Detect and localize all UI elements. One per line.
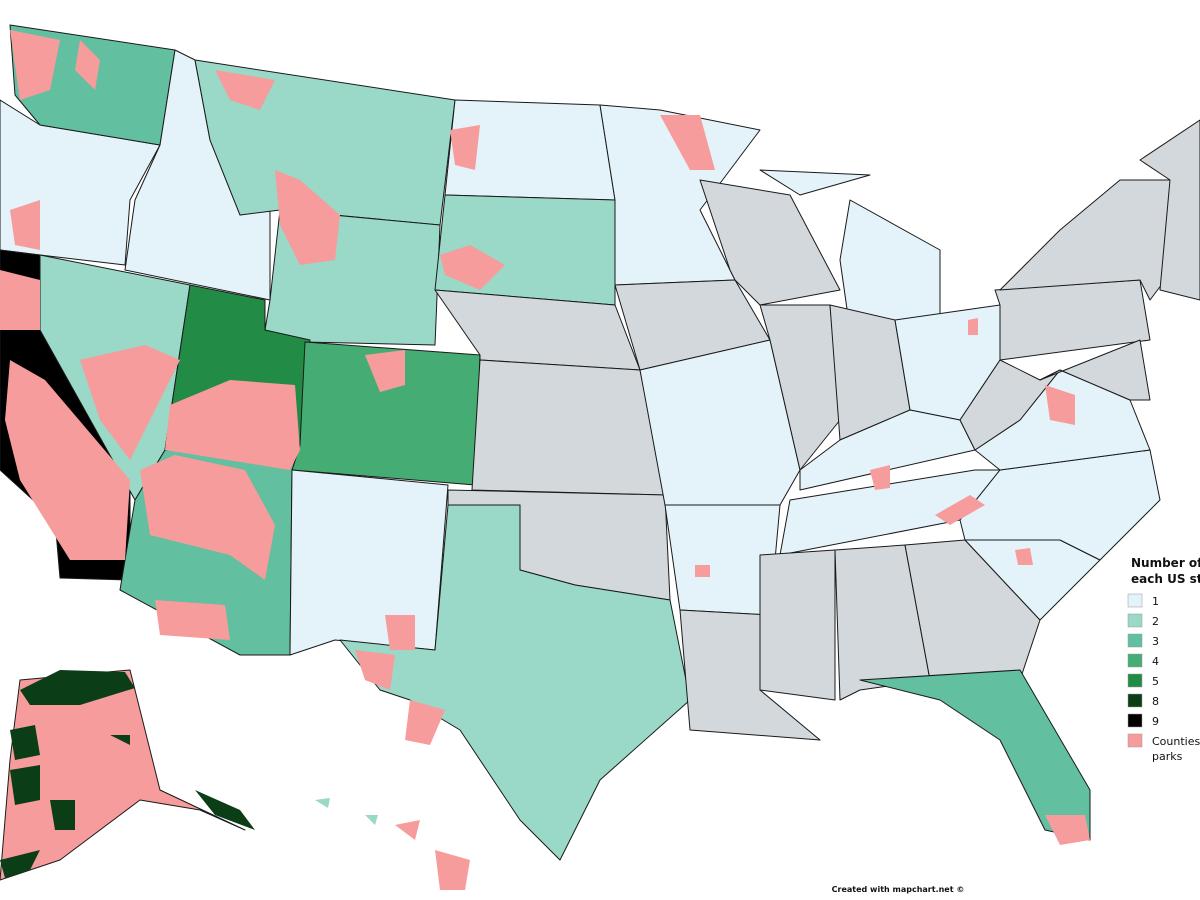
legend-swatch	[1127, 713, 1143, 728]
legend-label: 5	[1152, 675, 1159, 688]
legend-label: 2	[1152, 615, 1159, 628]
legend-title: each US st	[1131, 572, 1200, 586]
states	[0, 24, 1200, 881]
legend-title: Number of	[1131, 556, 1200, 570]
legend-label: parks	[1152, 750, 1183, 763]
park-counties	[0, 30, 1090, 890]
legend-swatch	[1127, 613, 1143, 628]
legend-swatch	[1127, 673, 1143, 688]
legend-swatch	[1127, 733, 1143, 748]
legend-swatch	[1127, 653, 1143, 668]
hawaii	[315, 798, 378, 825]
legend: Number of each US st 1 2 3 4 5 8 9 Counties parks	[1127, 556, 1200, 763]
legend-label: 4	[1152, 655, 1159, 668]
legend-label: 8	[1152, 695, 1159, 708]
footer: Created with mapchart.net ©	[832, 885, 965, 894]
legend-swatch	[1127, 693, 1143, 708]
legend-label: 1	[1152, 595, 1159, 608]
legend-label: 3	[1152, 635, 1159, 648]
legend-label: 9	[1152, 715, 1159, 728]
alaska-parks	[0, 670, 255, 878]
legend-swatch	[1127, 593, 1143, 608]
legend-swatch	[1127, 633, 1143, 648]
legend-label: Counties	[1152, 735, 1200, 748]
